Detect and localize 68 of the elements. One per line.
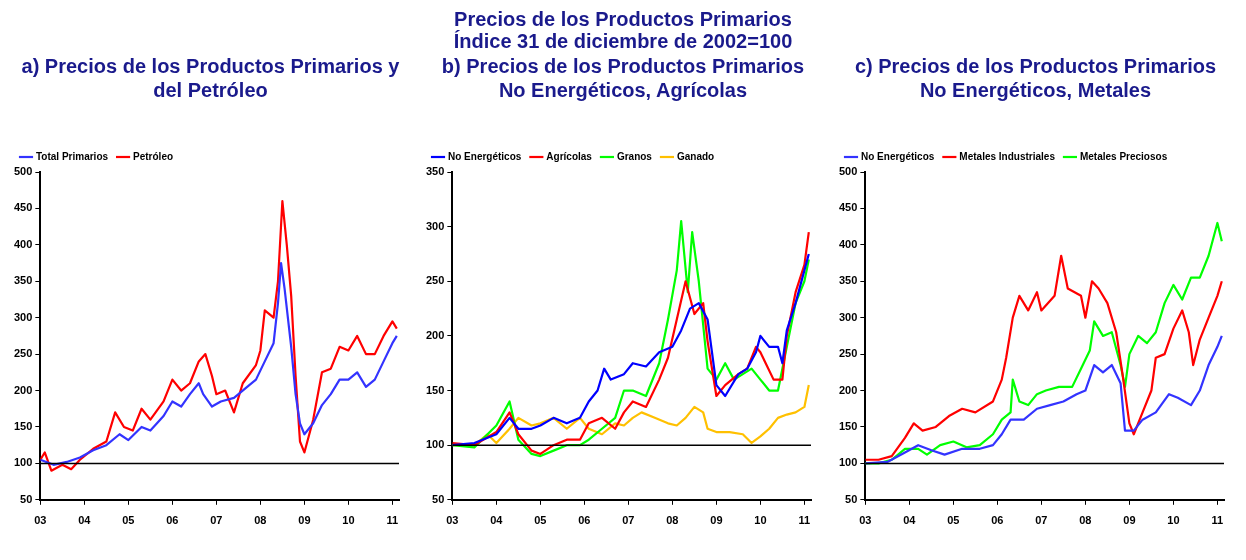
y-tick-label: 200 [425,328,445,341]
legend-label: No Energéticos [860,150,935,162]
x-tick-label: 07 [622,514,635,527]
legend-label: Agrícolas [546,150,593,162]
x-tick-label: 11 [386,514,398,527]
chart-title: a) Precios de los Productos Primarios y del Petróleo [20,54,401,103]
x-tick-label: 05 [946,514,959,527]
x-tick-label: 06 [165,514,178,527]
x-tick-label: 10 [341,514,355,527]
y-tick-label: 250 [838,347,857,360]
y-tick-label: 150 [838,419,857,432]
y-tick-label: 200 [13,383,32,396]
x-tick-label: 10 [754,514,767,527]
x-tick-label: 10 [1166,514,1180,527]
chart-title: b) Precios de los Productos Primarios No Energéticos, Agrícolas [440,54,806,103]
y-tick-label: 450 [13,201,32,214]
x-tick-label: 08 [666,514,679,527]
chart-title: c) Precios de los Productos Primarios No Energéticos, Metales [853,54,1218,103]
x-tick-label: 11 [798,514,811,527]
x-tick-label: 07 [1034,514,1047,527]
x-tick-label: 03 [33,514,46,527]
y-tick-label: 300 [425,219,445,232]
x-tick-label: 08 [253,514,267,527]
x-tick-label: 04 [77,514,91,527]
y-tick-label: 500 [13,165,32,178]
legend-label: Granos [616,150,653,162]
x-tick-label: 05 [534,514,547,527]
x-tick-label: 07 [209,514,222,527]
x-tick-label: 09 [710,514,723,527]
y-tick-label: 400 [13,237,32,250]
legend-label: Ganado [676,150,715,162]
y-tick-label: 150 [13,419,32,432]
x-tick-label: 09 [297,514,311,527]
x-tick-label: 08 [1078,514,1092,527]
x-tick-label: 11 [1211,514,1223,527]
x-tick-label: 03 [446,514,459,527]
text: Precios de los Productos Primarios [453,8,793,30]
x-tick-label: 04 [490,514,504,527]
x-tick-label: 04 [902,514,916,527]
y-tick-label: 350 [13,274,32,287]
text: Índice 31 de diciembre de 2002=100 [452,30,794,52]
x-tick-label: 03 [858,514,871,527]
y-tick-label: 50 [19,492,32,505]
y-tick-label: 400 [838,237,857,250]
y-tick-label: 450 [838,201,857,214]
x-tick-label: 06 [990,514,1003,527]
x-tick-label: 09 [1122,514,1136,527]
legend-label: Total Primarios [35,150,108,162]
y-tick-label: 150 [425,383,445,396]
y-tick-label: 100 [13,456,32,469]
legend-label: No Energéticos [448,150,522,162]
y-tick-label: 300 [838,310,857,323]
legend-label: Metales Preciosos [1079,150,1168,162]
y-tick-label: 500 [838,165,857,178]
y-tick-label: 350 [838,274,857,287]
y-tick-label: 100 [838,456,857,469]
legend-label: Metales Industriales [958,150,1055,162]
y-tick-label: 250 [425,274,445,287]
y-tick-label: 100 [425,438,445,451]
x-tick-label: 06 [578,514,591,527]
y-tick-label: 50 [844,492,857,505]
y-tick-label: 250 [13,347,32,360]
y-tick-label: 300 [13,310,32,323]
y-tick-label: 50 [432,492,445,505]
legend-label: Petróleo [132,150,173,162]
y-tick-label: 200 [838,383,857,396]
y-tick-label: 350 [425,165,445,178]
x-tick-label: 05 [121,514,134,527]
